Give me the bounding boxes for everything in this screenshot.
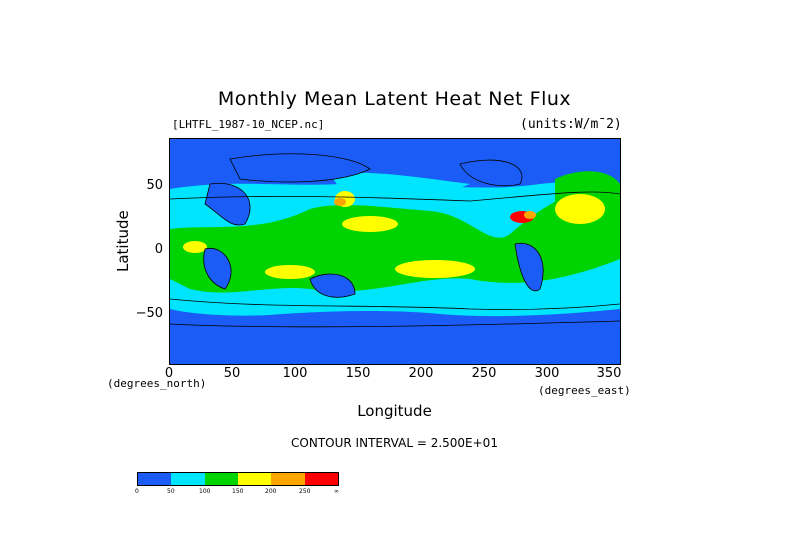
x-tick-label: 200 (408, 366, 434, 381)
high-flux-patch (555, 194, 605, 224)
contour-interval-label: CONTOUR INTERVAL = 2.500E+01 (291, 436, 498, 450)
x-tick-label: 50 (223, 366, 241, 381)
land-australia (310, 274, 355, 298)
colorbar-tick: 200 (265, 488, 277, 495)
colorbar-segment (138, 473, 172, 485)
colorbar-tick: 250 (299, 488, 311, 495)
high-flux-patch (342, 216, 398, 232)
colorbar-segment (171, 473, 205, 485)
contour-lines (170, 153, 620, 328)
file-label: [LHTFL_1987-10_NCEP.nc] (172, 118, 325, 131)
colorbar-segment (271, 473, 305, 485)
flux-map (169, 138, 621, 365)
colorbar-tick: 0 (135, 488, 139, 495)
colorbar-segment (237, 473, 272, 485)
map-title: Monthly Mean Latent Heat Net Flux (217, 88, 572, 110)
x-tick-label: 0 (164, 366, 174, 381)
y-tick-label: 0 (154, 242, 163, 257)
land-south-america (515, 243, 544, 291)
y-axis-label: Latitude (114, 210, 132, 272)
x-axis-label: Longitude (357, 402, 432, 420)
colorbar (137, 472, 339, 486)
units-label: (units:W/m¯2) (520, 117, 622, 132)
very-high-flux-patch (334, 198, 346, 206)
x-unit-label: (degrees_east) (538, 384, 631, 397)
x-tick-label: 100 (282, 366, 308, 381)
colorbar-tick: ∞ (334, 488, 339, 495)
land-north-america (460, 160, 522, 186)
colorbar-tick: 50 (167, 488, 175, 495)
very-high-flux-patch (524, 211, 536, 219)
x-tick-label: 250 (471, 366, 497, 381)
high-flux-patch (395, 260, 475, 278)
contour-band-north-pacific (330, 172, 470, 193)
land-antarctica (170, 329, 620, 364)
x-tick-label: 300 (534, 366, 560, 381)
high-flux-patch (265, 265, 315, 279)
y-unit-label: (degrees_north) (107, 377, 207, 390)
y-tick-label: 50 (146, 178, 163, 193)
land-eurasia (230, 153, 370, 182)
land-africa-europe (205, 183, 251, 225)
colorbar-tick: 100 (199, 488, 211, 495)
x-tick-label: 150 (345, 366, 371, 381)
y-tick-label: −50 (135, 306, 163, 321)
high-flux-patch (183, 241, 207, 253)
colorbar-segment (304, 473, 338, 485)
colorbar-segment (204, 473, 238, 485)
flux-map-canvas (170, 139, 620, 364)
colorbar-tick: 150 (232, 488, 244, 495)
x-tick-label: 350 (596, 366, 622, 381)
